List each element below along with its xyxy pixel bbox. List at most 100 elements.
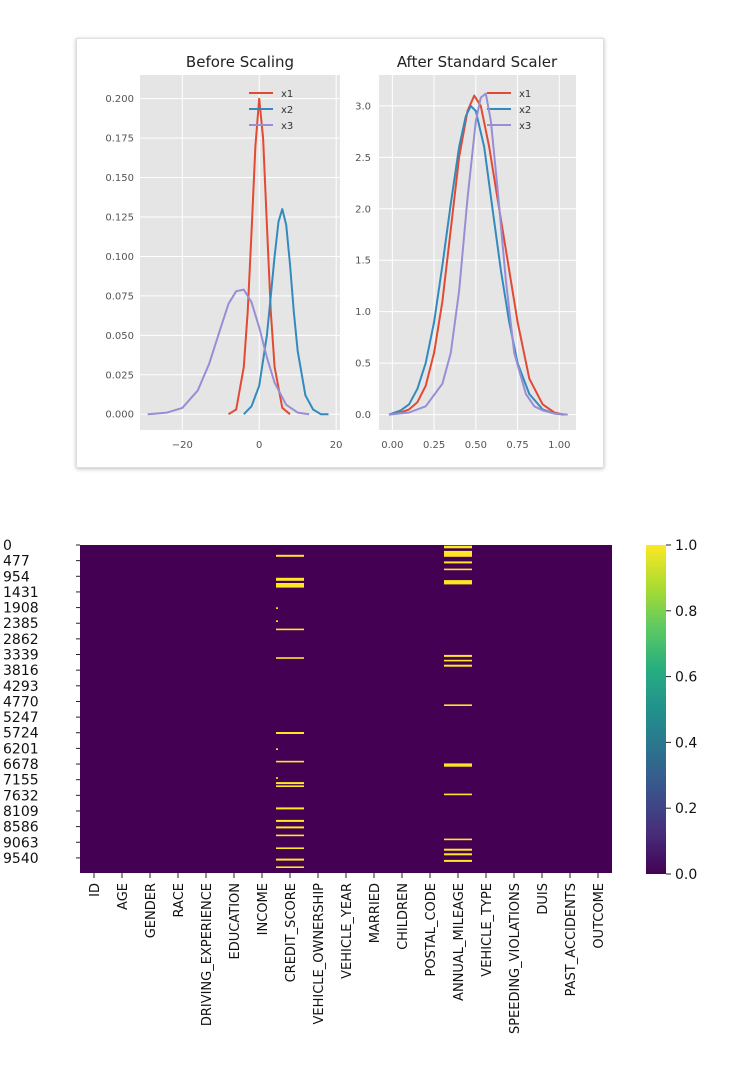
heatmap-y-label: 2385 [3,616,39,632]
missing-band-credit_score [276,858,304,861]
x-tick-label: −20 [172,440,193,451]
x-tick-label: 0.50 [465,440,487,451]
y-tick-label: 0.125 [105,213,134,224]
heatmap-x-label: RACE [172,883,187,917]
missing-band-annual_mileage [444,654,472,657]
heatmap-area [80,545,612,873]
colorbar-tick-label: 1.0 [675,538,697,554]
missing-band-annual_mileage [444,545,472,549]
series-line-x1 [388,94,565,416]
y-tick-label: 0.175 [105,134,134,145]
series-line-x3 [388,92,568,416]
series-line-x2 [388,104,565,416]
missing-band-annual_mileage [444,763,472,767]
heatmap-y-label: 2862 [3,632,39,648]
heatmap-y-label: 8586 [3,820,39,836]
missing-band-annual_mileage [444,859,472,862]
heatmap-y-label: 3816 [3,663,39,679]
missing-band-credit_score [276,583,304,588]
missing-band-annual_mileage [444,838,472,841]
missing-band-credit_score [276,760,304,763]
y-tick-label: 2.5 [355,153,371,164]
heatmap-x-label: CREDIT_SCORE [284,883,299,982]
x-tick-label: 20 [330,440,343,451]
heatmap-y-label: 7155 [3,773,39,789]
heatmap-x-label: INCOME [256,883,271,935]
heatmap-y-label: 9063 [3,835,39,851]
missing-band-annual_mileage [444,580,472,585]
heatmap-y-label: 7632 [3,788,39,804]
missing-band-annual_mileage [444,664,472,667]
series-line-x3 [147,288,310,416]
heatmap-y-label: 954 [3,569,30,585]
colorbar-tick-label: 0.0 [675,867,697,883]
missing-band-annual_mileage [444,659,472,662]
missing-band-annual_mileage [444,704,472,706]
missing-band-credit_score [276,607,278,609]
colorbar [646,545,666,874]
heatmap-y-label: 9540 [3,851,39,867]
missing-band-credit_score [276,807,304,810]
colorbar-tick-label: 0.8 [675,604,697,620]
missing-band-credit_score [276,826,304,829]
heatmap-x-label: ANNUAL_MILEAGE [452,883,467,1001]
after-title: After Standard Scaler [397,53,558,71]
missing-band-annual_mileage [444,550,472,557]
before-title: Before Scaling [186,53,294,71]
heatmap-x-label: VEHICLE_OWNERSHIP [312,883,327,1025]
legend-label-x3: x3 [519,121,531,132]
y-tick-label: 0.025 [105,370,134,381]
missing-values-heatmap: 0477954143119082385286233393816429347705… [3,538,697,1034]
missing-band-credit_score [276,785,304,787]
y-tick-label: 0.100 [105,252,134,263]
x-tick-label: 0.75 [506,440,528,451]
missing-band-annual_mileage [444,561,472,564]
series-line-x2 [243,208,329,416]
missing-band-credit_score [276,866,304,868]
heatmap-x-label: VEHICLE_TYPE [480,883,495,977]
missing-band-annual_mileage [444,568,472,571]
missing-band-credit_score [276,554,304,557]
y-tick-label: 1.0 [355,307,371,318]
y-tick-label: 0.000 [105,410,134,421]
legend-label-x2: x2 [519,105,531,116]
heatmap-y-label: 4293 [3,679,39,695]
heatmap-x-label: MARRIED [368,883,383,943]
heatmap-x-label: PAST_ACCIDENTS [564,883,579,996]
heatmap-x-label: SPEEDING_VIOLATIONS [508,883,523,1034]
missing-band-credit_score [276,732,304,734]
missing-band-credit_score [276,847,304,849]
legend-label-x1: x1 [519,89,531,100]
heatmap-x-label: DRIVING_EXPERIENCE [200,883,215,1026]
y-tick-label: 0.050 [105,331,134,342]
heatmap-y-label: 1908 [3,601,39,617]
heatmap-y-label: 8109 [3,804,39,820]
panel-after-bg [379,75,576,430]
colorbar-tick-label: 0.4 [675,735,697,751]
missing-band-annual_mileage [444,793,472,796]
legend-label-x3: x3 [281,121,293,132]
legend-label-x2: x2 [281,105,293,116]
y-tick-label: 3.0 [355,101,371,112]
heatmap-y-label: 0 [3,538,12,554]
heatmap-y-label: 5247 [3,710,39,726]
heatmap-x-label: GENDER [144,883,159,938]
heatmap-y-label: 477 [3,554,30,570]
y-tick-label: 0.0 [355,410,371,421]
heatmap-x-label: VEHICLE_YEAR [340,883,355,979]
missing-band-credit_score [276,657,304,659]
heatmap-y-label: 3339 [3,648,39,664]
x-tick-label: 0.25 [423,440,445,451]
heatmap-x-label: AGE [116,883,131,910]
y-tick-label: 1.5 [355,256,371,267]
x-tick-label: 1.00 [548,440,570,451]
colorbar-tick-label: 0.6 [675,670,697,686]
y-tick-label: 0.150 [105,173,134,184]
scaling-figure: Before Scaling After Standard Scaler 0.0… [76,38,604,468]
colorbar-tick-label: 0.2 [675,801,697,817]
missing-band-credit_score [276,628,304,631]
heatmap-y-label: 5724 [3,726,39,742]
missing-band-annual_mileage [444,848,472,851]
missing-band-credit_score [276,620,278,622]
y-tick-label: 0.075 [105,291,134,302]
